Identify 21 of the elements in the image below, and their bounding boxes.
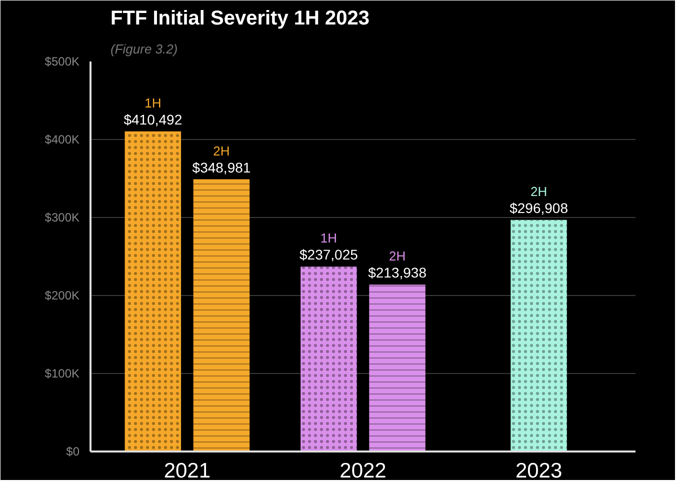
chart-title: FTF Initial Severity 1H 2023	[110, 8, 370, 30]
text: 2H	[530, 184, 548, 199]
y-tick-label: $200K	[44, 288, 80, 302]
y-tick-label: $100K	[44, 366, 80, 380]
y-tick-label: $500K	[44, 54, 80, 68]
data-label: $237,025	[300, 246, 358, 263]
text: 1H	[320, 230, 338, 246]
x-tick-label: 2023	[515, 460, 562, 482]
x-tick-label: 2022	[340, 460, 386, 482]
data-label: $213,938	[368, 264, 427, 281]
data-label: $296,908	[510, 200, 568, 216]
x-tick-label: 2021	[164, 460, 211, 482]
data-label: $348,981	[192, 159, 251, 176]
y-tick-label: $400K	[44, 132, 80, 146]
series-label: 1H	[144, 95, 162, 110]
text: 2H	[388, 248, 406, 264]
y-tick-label: $0	[66, 444, 80, 458]
data-label: $410,492	[124, 111, 182, 128]
chart-subtitle: (Figure 3.2)	[110, 42, 178, 56]
series-label: 2H	[213, 143, 230, 158]
y-tick-label: $300K	[44, 210, 80, 224]
